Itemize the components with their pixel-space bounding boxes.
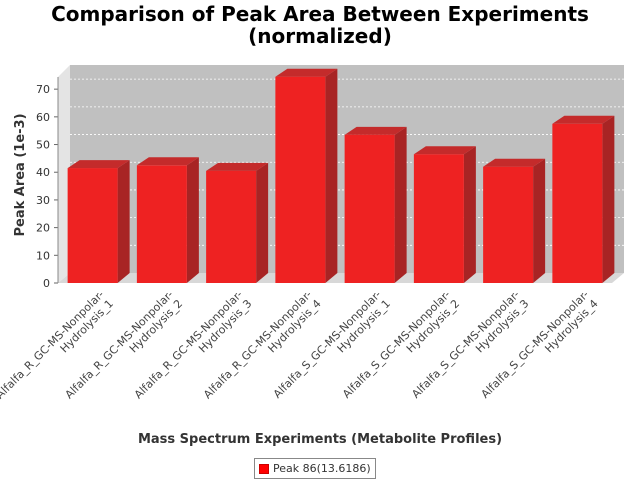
- bar-top: [552, 115, 615, 124]
- bar-top: [275, 68, 338, 77]
- plot-floor: [58, 273, 624, 283]
- x-tick-label: Alfalfa_R_GC-MS-Nonpolar-Hydrolysis_1: [0, 288, 116, 401]
- y-axis-label: Peak Area (1e-3): [13, 113, 28, 236]
- bar-side: [533, 158, 546, 283]
- bar-top: [413, 146, 476, 155]
- y-tick-label: 40: [36, 166, 50, 179]
- bar-top: [67, 160, 130, 169]
- bar: [206, 170, 257, 283]
- bar-side: [394, 126, 407, 283]
- bar-top: [344, 126, 407, 135]
- y-tick-label: 50: [36, 139, 50, 152]
- x-tick-label-line: Alfalfa_R_GC-MS-Nonpolar-: [0, 288, 107, 401]
- bar-top: [483, 158, 546, 167]
- bar: [552, 123, 603, 284]
- chart-title: Comparison of Peak Area Between Experime…: [51, 2, 589, 26]
- bar: [275, 76, 326, 283]
- bar-side: [325, 68, 338, 283]
- bar-side: [186, 157, 199, 283]
- y-tick-label: 10: [36, 249, 50, 262]
- bar-top: [206, 162, 269, 171]
- bar-side: [463, 146, 476, 283]
- bar-side: [602, 115, 615, 284]
- bar-side: [117, 160, 130, 283]
- bar: [483, 166, 534, 283]
- y-tick-label: 30: [36, 194, 50, 207]
- y-tick-label: 60: [36, 111, 50, 124]
- legend-label: Peak 86(13.6186): [273, 462, 371, 475]
- y-tick-label: 0: [43, 277, 50, 290]
- y-tick-label: 70: [36, 83, 50, 96]
- y-tick-label: 20: [36, 222, 50, 235]
- bar: [344, 134, 395, 283]
- chart-subtitle: (normalized): [248, 24, 392, 48]
- legend: Peak 86(13.6186): [254, 458, 376, 479]
- plot-left-wall: [58, 65, 70, 283]
- bar: [67, 168, 118, 283]
- bar: [136, 165, 187, 283]
- bar-side: [256, 162, 269, 283]
- x-axis-label: Mass Spectrum Experiments (Metabolite Pr…: [137, 432, 503, 447]
- legend-swatch: [259, 463, 269, 474]
- bar: [413, 154, 464, 283]
- bar-top: [136, 157, 199, 166]
